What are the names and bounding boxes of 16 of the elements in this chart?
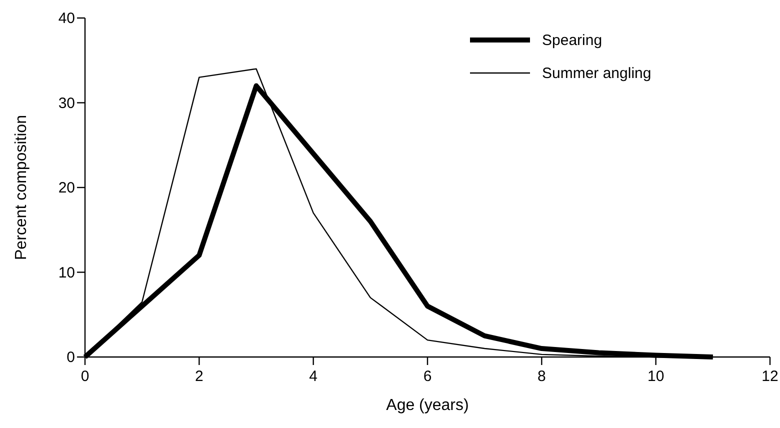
y-tick-label: 30	[58, 94, 75, 112]
legend-label: Summer angling	[542, 65, 652, 82]
x-tick-label: 0	[80, 368, 90, 385]
x-tick-label: 8	[537, 368, 546, 385]
y-tick-label: 20	[58, 180, 75, 196]
x-tick-label: 12	[762, 368, 778, 385]
x-axis-title: Age (years)	[386, 397, 469, 414]
y-tick-label: 10	[58, 264, 75, 282]
x-tick-label: 6	[423, 368, 432, 385]
y-tick-label: 0	[66, 349, 75, 366]
y-tick-label: 40	[58, 10, 75, 27]
x-tick-label: 10	[647, 368, 664, 385]
x-tick-label: 4	[309, 368, 318, 385]
x-tick-label: 2	[194, 368, 204, 385]
legend-label: Spearing	[542, 32, 602, 49]
y-axis-title: Percent composition	[13, 115, 30, 260]
